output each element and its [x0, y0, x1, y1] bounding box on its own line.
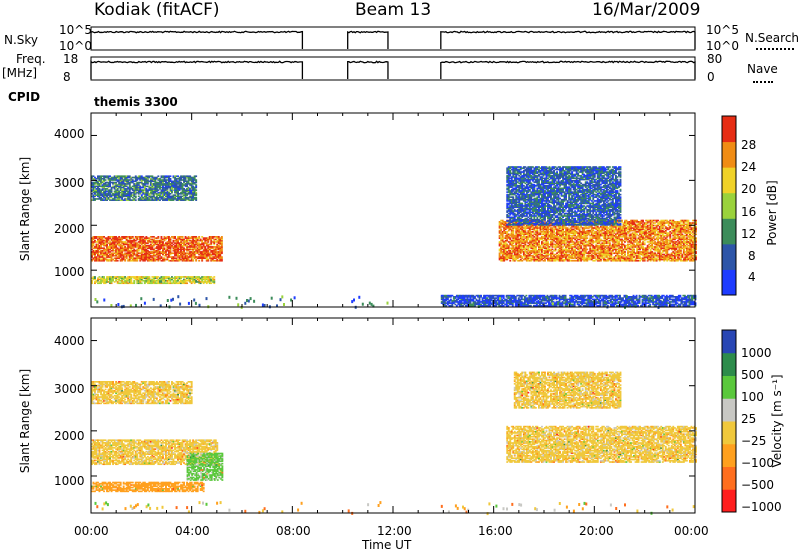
nave-label: Nave: [747, 62, 778, 76]
velocity-colorbar-frame: [721, 329, 737, 513]
freq-tick-top: 18: [63, 52, 79, 66]
power-ytick: 1000: [54, 265, 85, 279]
nsky-panel-trace-0: [90, 30, 304, 49]
power-cbar-tick: 16: [741, 205, 757, 219]
beam-title: Beam 13: [355, 0, 432, 20]
nave-dotted-key: [753, 81, 773, 83]
freq-panel-frame: [90, 56, 696, 81]
power-colorbar-swatch-6: [722, 116, 736, 143]
nsearch-dotted-key: [756, 48, 794, 50]
xtick: 12:00: [377, 524, 412, 538]
nsky-panel-trace-2: [440, 30, 696, 49]
power-cbar-tick: 4: [748, 270, 756, 284]
velocity-panel-echoes: [91, 371, 697, 516]
nsearch-tick-top: 10^5: [706, 23, 739, 37]
power-colorbar-swatch-0: [722, 269, 736, 296]
power-colorbar-swatch-1: [722, 243, 736, 270]
xtick: 04:00: [175, 524, 210, 538]
power-cbar-tick: 8: [748, 249, 756, 263]
velocity-cbar-tick: −100: [741, 456, 774, 470]
velocity-cbar-tick: 1000: [741, 346, 772, 360]
velocity-colorbar-swatch-7: [722, 330, 736, 354]
power-cbar-tick: 28: [741, 138, 757, 152]
nave-tick-bottom: 0: [707, 70, 715, 84]
velocity-cbar-tick: 100: [741, 390, 764, 404]
power-cbar-tick: 20: [741, 182, 757, 196]
nsky-tick-top: 10^5: [59, 23, 92, 37]
velocity-cbar-tick: −1000: [741, 500, 782, 514]
freq-panel-trace-0: [90, 60, 304, 79]
velocity-cbar-tick: −25: [741, 434, 767, 448]
xtick: 16:00: [478, 524, 513, 538]
velocity-colorbar-swatch-2: [722, 443, 736, 467]
nsky-label: N.Sky: [4, 33, 39, 47]
xtick: 00:00: [674, 524, 709, 538]
velocity-ytick: 2000: [54, 429, 85, 443]
power-ytick: 3000: [54, 176, 85, 190]
power-cbar-tick: 24: [741, 160, 757, 174]
freq-panel-trace-2: [440, 60, 696, 79]
velocity-panel-bg: [91, 318, 695, 513]
power-colorbar-swatch-3: [722, 192, 736, 219]
velocity-ytick: 1000: [54, 474, 85, 488]
xtick: 20:00: [579, 524, 614, 538]
freq-panel-trace-1: [347, 60, 389, 79]
nsearch-tick-bottom: 10^0: [706, 39, 739, 53]
nsearch-label: N.Search: [745, 31, 800, 45]
cpid-value: themis 3300: [94, 95, 178, 109]
velocity-cbar-tick: 25: [741, 412, 757, 426]
velocity-colorbar-swatch-1: [722, 466, 736, 490]
power-ytick: 4000: [54, 127, 85, 141]
power-colorbar-swatch-4: [722, 167, 736, 194]
freq-tick-bottom: 8: [63, 70, 71, 84]
nsky-panel-frame: [90, 26, 696, 51]
velocity-colorbar-swatch-0: [722, 489, 736, 513]
xtick: 08:00: [276, 524, 311, 538]
power-panel-echoes: [91, 166, 697, 309]
velocity-colorbar-swatch-5: [722, 375, 736, 399]
nave-tick-top: 80: [707, 52, 723, 66]
power-colorbar-swatch-2: [722, 218, 736, 245]
xaxis-label: Time UT: [362, 538, 412, 552]
power-cbar-tick: 12: [741, 227, 757, 241]
power-ytick: 2000: [54, 222, 85, 236]
velocity-ytick: 3000: [54, 382, 85, 396]
velocity-colorbar-swatch-3: [722, 421, 736, 445]
freq-unit-label: [MHz]: [2, 66, 38, 80]
power-colorbar-frame: [721, 115, 737, 296]
power-colorbar-swatch-5: [722, 141, 736, 168]
freq-label: Freq.: [16, 52, 46, 66]
station-title: Kodiak (fitACF): [94, 0, 220, 20]
xtick: 00:00: [74, 524, 109, 538]
velocity-cbar-tick: −500: [741, 478, 774, 492]
nsky-tick-bottom: 10^0: [59, 39, 92, 53]
velocity-colorbar-swatch-4: [722, 398, 736, 422]
nsky-panel-trace-1: [347, 30, 389, 49]
velocity-cbar-tick: 500: [741, 368, 764, 382]
date-title: 16/Mar/2009: [592, 0, 701, 20]
velocity-colorbar-swatch-6: [722, 352, 736, 376]
cpid-label: CPID: [8, 90, 41, 104]
velocity-ytick: 4000: [54, 334, 85, 348]
